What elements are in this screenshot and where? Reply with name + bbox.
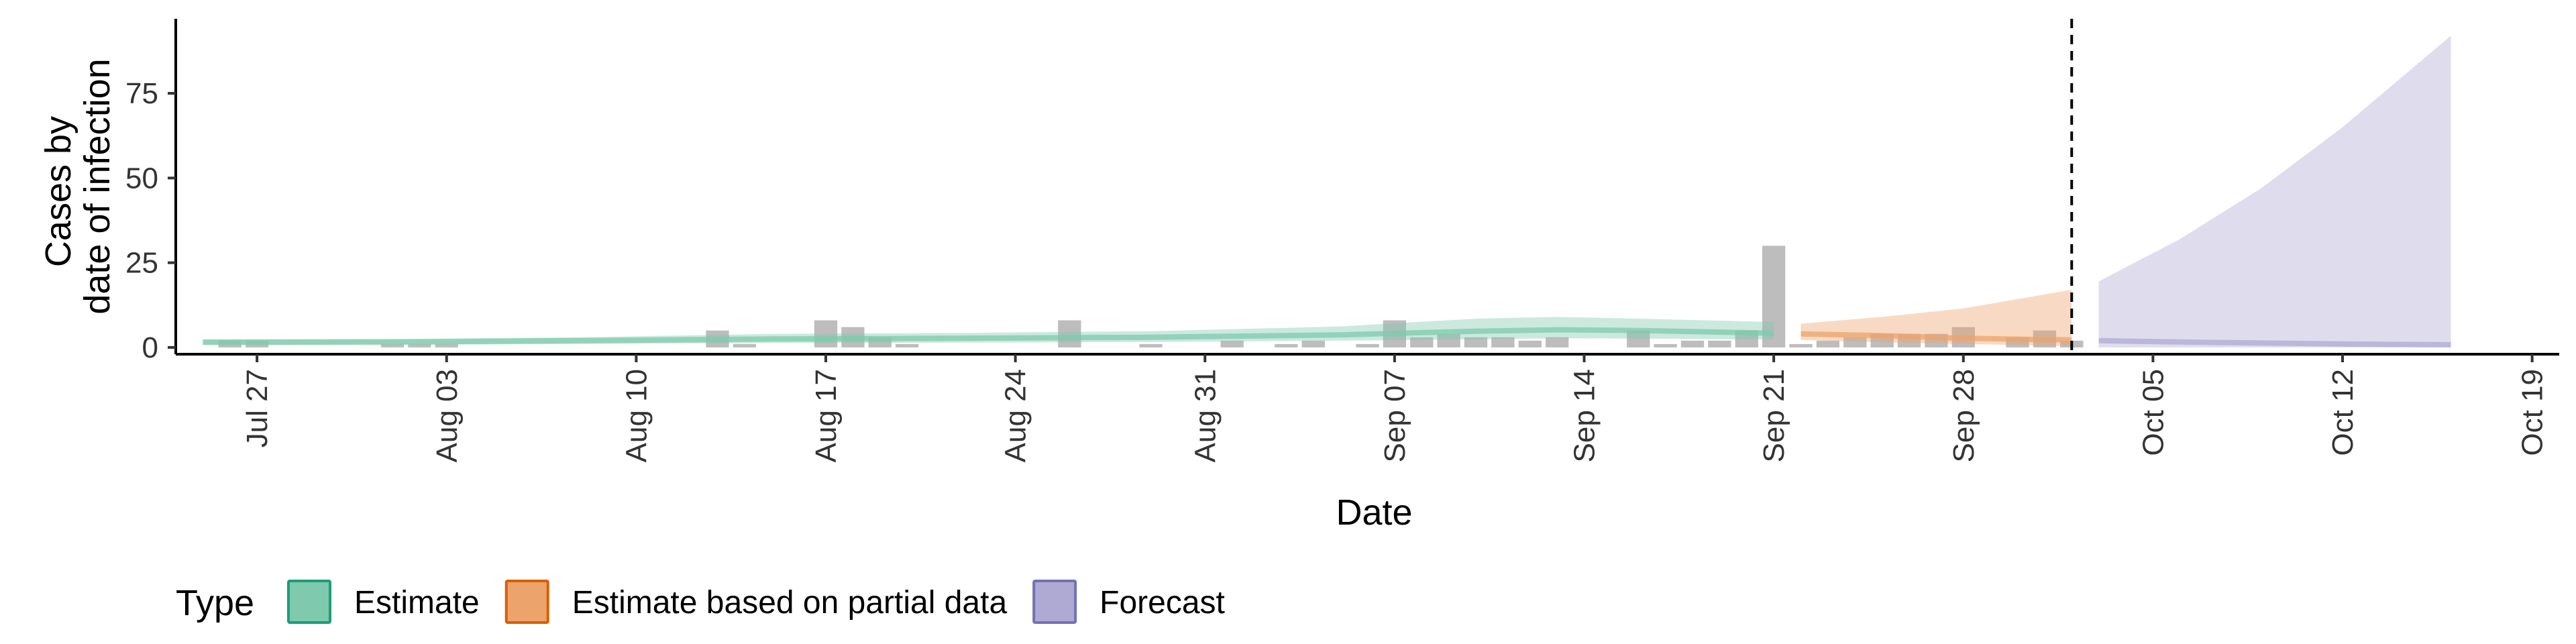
observed-case-bar bbox=[814, 320, 838, 347]
x-tick-label: Sep 28 bbox=[1947, 369, 1980, 462]
x-tick-label: Sep 14 bbox=[1568, 369, 1601, 462]
x-tick-label: Sep 21 bbox=[1758, 369, 1790, 462]
median-line-forecast bbox=[2098, 337, 2451, 347]
y-tick-label: 0 bbox=[142, 331, 158, 364]
observed-case-bar bbox=[380, 343, 405, 347]
y-tick-label: 25 bbox=[125, 247, 158, 280]
observed-case-bar bbox=[1220, 340, 1244, 347]
median-line-partial bbox=[1801, 331, 2072, 343]
observed-case-bar bbox=[895, 343, 919, 347]
observed-case-bar bbox=[1654, 343, 1677, 347]
observed-case-bar bbox=[733, 343, 757, 347]
observed-case-bar bbox=[1356, 343, 1379, 347]
band-partial bbox=[1801, 290, 2072, 346]
legend-key-0 bbox=[287, 580, 331, 624]
observed-case-bar bbox=[435, 343, 458, 347]
estimate-median-layer bbox=[203, 327, 2451, 347]
observed-case-bar bbox=[1680, 340, 1705, 347]
median-line-estimate bbox=[203, 327, 1774, 345]
y-tick-label: 50 bbox=[125, 162, 158, 195]
observed-case-bar bbox=[1518, 340, 1542, 347]
observed-case-bar bbox=[1437, 333, 1460, 347]
plot-area bbox=[203, 19, 2451, 354]
observed-case-bar bbox=[1058, 320, 1081, 347]
observed-case-bar bbox=[1410, 337, 1434, 347]
observed-case-bar bbox=[1789, 343, 1813, 347]
observed-case-bar bbox=[1816, 340, 1840, 347]
observed-case-bar bbox=[1627, 330, 1650, 347]
band-forecast bbox=[2098, 36, 2451, 347]
y-axis-title-line-2: date of infection bbox=[77, 58, 117, 314]
legend: Type Estimate Estimate based on partial d… bbox=[176, 580, 1225, 624]
y-tick-label: 75 bbox=[125, 77, 158, 110]
x-axis-title: Date bbox=[1336, 492, 1412, 533]
legend-key-2 bbox=[1032, 580, 1077, 624]
observed-case-bar bbox=[1464, 337, 1488, 347]
observed-case-bar bbox=[1545, 337, 1569, 347]
legend-key-1 bbox=[504, 580, 549, 624]
observed-cases-layer bbox=[218, 246, 2084, 347]
legend-label: Forecast bbox=[1099, 585, 1225, 621]
y-axis-title: Cases by date of infection bbox=[38, 58, 117, 314]
legend-label: Estimate bbox=[354, 585, 480, 621]
x-tick-label: Oct 12 bbox=[2326, 369, 2359, 456]
observed-case-bar bbox=[1275, 343, 1298, 347]
observed-case-bar bbox=[1139, 343, 1163, 347]
observed-case-bar bbox=[1491, 337, 1515, 347]
x-tick-label: Aug 31 bbox=[1189, 369, 1222, 462]
observed-case-bar bbox=[1301, 340, 1325, 347]
legend-label: Estimate based on partial data bbox=[572, 585, 1008, 621]
x-tick-label: Sep 07 bbox=[1379, 369, 1411, 462]
y-axis-title-line-1: Cases by bbox=[38, 116, 78, 267]
observed-case-bar bbox=[408, 343, 431, 347]
y-ticks: 0 25 50 75 bbox=[125, 77, 176, 364]
x-tick-label: Oct 05 bbox=[2137, 369, 2169, 456]
x-tick-label: Aug 17 bbox=[810, 369, 843, 462]
x-tick-label: Oct 19 bbox=[2516, 369, 2549, 456]
observed-case-bar bbox=[1843, 337, 1867, 347]
x-tick-label: Jul 27 bbox=[241, 369, 274, 447]
legend-title: Type bbox=[176, 583, 254, 623]
axes: 0 25 50 75 Jul 27 Aug 03 Aug 10 Aug 17 Aug 24 Au… bbox=[125, 19, 2559, 462]
x-tick-label: Aug 24 bbox=[1000, 369, 1032, 462]
observed-case-bar bbox=[1708, 340, 1731, 347]
x-tick-label: Aug 03 bbox=[431, 369, 464, 462]
x-tick-label: Aug 10 bbox=[620, 369, 653, 462]
band-estimate bbox=[203, 317, 1774, 345]
x-ticks: Jul 27 Aug 03 Aug 10 Aug 17 Aug 24 Aug 31 Sep … bbox=[241, 354, 2549, 462]
estimate-bands-layer bbox=[203, 36, 2451, 347]
